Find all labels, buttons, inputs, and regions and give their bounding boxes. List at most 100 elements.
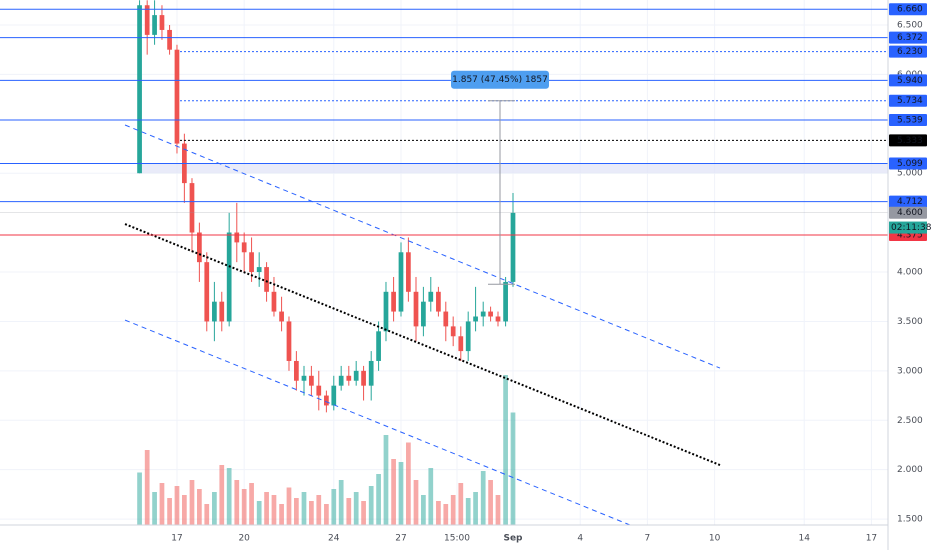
- candle-body: [271, 291, 277, 312]
- volume-bar: [286, 487, 292, 525]
- candle-body: [137, 5, 142, 174]
- price-label: 4.712: [897, 197, 923, 207]
- axes: 1.5002.0002.5003.0003.5004.0005.0006.000…: [171, 3, 932, 544]
- price-label: 5.333: [897, 136, 923, 146]
- x-tick-label: 15:00: [444, 534, 470, 544]
- candle-body: [189, 183, 195, 233]
- candle-body: [413, 291, 419, 327]
- candle-body: [174, 49, 180, 144]
- price-label-box: [889, 45, 927, 58]
- volume-bar: [361, 501, 366, 525]
- volume-bar: [249, 483, 254, 525]
- candle-body: [510, 212, 516, 282]
- volume-bar: [301, 492, 307, 525]
- candle-body: [428, 291, 434, 302]
- y-tick-label: 6.500: [897, 21, 923, 31]
- volume-bar: [331, 489, 337, 525]
- countdown-label: 02:11:38: [891, 223, 932, 233]
- candle-body: [361, 370, 366, 386]
- volume-bar: [376, 474, 381, 525]
- volume-bar: [495, 495, 501, 525]
- candle-body: [144, 5, 150, 35]
- y-tick-label: 2.500: [897, 416, 923, 426]
- volume-bar: [473, 492, 478, 525]
- volume-bar: [241, 489, 247, 525]
- volume-bar: [346, 498, 352, 525]
- x-tick-label: 17: [171, 534, 182, 544]
- candle-body: [256, 267, 262, 273]
- price-label: 5.099: [897, 159, 923, 169]
- y-tick-label: 4.000: [897, 268, 923, 278]
- volume-bar: [256, 501, 262, 525]
- volume-bar: [309, 501, 314, 525]
- candle-body: [204, 262, 210, 322]
- price-label: 5.734: [897, 96, 923, 106]
- candle-body: [391, 291, 396, 312]
- price-label-box: [889, 94, 927, 107]
- price-label: 4.375: [897, 230, 923, 240]
- volume-bar: [480, 471, 486, 525]
- candle-body: [458, 336, 464, 352]
- candle-body: [346, 375, 352, 381]
- price-label: 6.230: [897, 47, 923, 57]
- candle-body: [421, 301, 426, 327]
- volume-bar: [159, 483, 165, 525]
- volume-bar: [510, 412, 516, 525]
- x-tick-label: 27: [395, 534, 406, 544]
- trendline: [124, 124, 721, 369]
- volume-bar: [219, 465, 225, 525]
- candle-body: [286, 321, 292, 361]
- volume-bar: [406, 442, 411, 525]
- measure-label: 1.857 (47.45%) 1857: [452, 75, 548, 85]
- volume-bar: [212, 492, 217, 525]
- volume-bar: [137, 472, 142, 525]
- price-label-box: [889, 74, 927, 87]
- price-label-box: [889, 134, 927, 147]
- volume-bar: [174, 486, 180, 525]
- volume-bar: [144, 450, 150, 525]
- candle-body: [159, 15, 165, 30]
- volume-bar: [167, 498, 172, 525]
- candle-body: [234, 232, 240, 243]
- candle-body: [197, 232, 202, 263]
- x-tick-label: 7: [645, 534, 651, 544]
- candle-body: [316, 385, 322, 396]
- x-tick-label: Sep: [503, 534, 523, 544]
- volume-bar: [338, 480, 344, 525]
- volume-bar: [443, 504, 449, 525]
- candle-body: [383, 291, 389, 332]
- volume-bar: [264, 492, 269, 525]
- volume-bar: [450, 495, 456, 525]
- volume-bar: [503, 375, 508, 525]
- price-label: 5.940: [897, 76, 923, 86]
- candle-body: [152, 15, 157, 35]
- candle-body: [226, 232, 232, 322]
- candle-body: [503, 281, 508, 322]
- candle-body: [219, 301, 225, 322]
- volume-bar: [465, 498, 471, 525]
- volume-bar: [413, 480, 419, 525]
- volume-bar: [383, 435, 389, 525]
- volume-bar: [488, 480, 493, 525]
- price-label-box: [889, 31, 927, 44]
- x-tick-label: 4: [577, 534, 583, 544]
- candle-body: [264, 267, 269, 292]
- volume-bar: [436, 501, 441, 525]
- candle-body: [249, 252, 254, 273]
- x-tick-label: 17: [866, 534, 877, 544]
- countdown-box: [889, 221, 927, 234]
- volume-bar: [197, 489, 202, 525]
- volume-bar: [152, 492, 157, 525]
- candle-body: [443, 311, 449, 327]
- volume-bar: [353, 492, 359, 525]
- y-tick-label: 2.000: [897, 465, 923, 475]
- volume-bar: [182, 495, 187, 525]
- price-label-box: [889, 206, 927, 219]
- candle-body: [294, 360, 299, 381]
- price-label-box: [889, 195, 927, 208]
- volume-bar: [316, 495, 322, 525]
- volume-bar: [324, 504, 329, 525]
- candle-body: [450, 326, 456, 337]
- candle-body: [331, 385, 337, 406]
